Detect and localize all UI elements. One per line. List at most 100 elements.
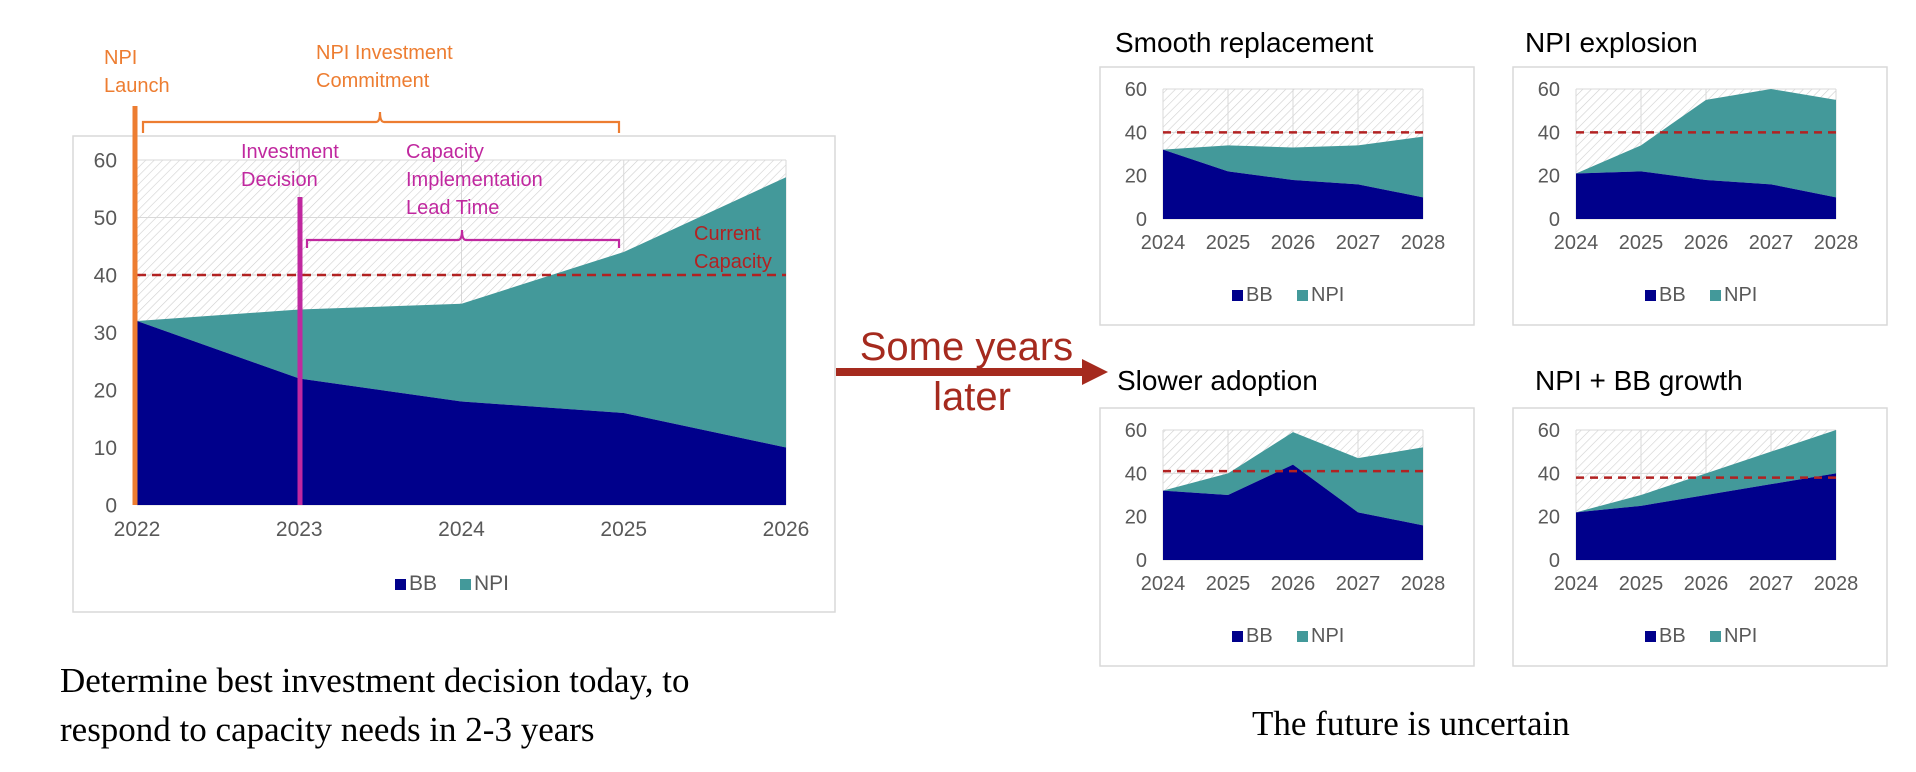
scenario-chart-1-ytick-label-1: 20 [1125,166,1147,188]
some-years-later-arrow: Some years later [836,325,1108,419]
scenario-chart-3-ytick-label-2: 40 [1125,463,1147,485]
lead-time-line-1: Capacity [406,141,484,163]
main-chart-legend: BB NPI [395,572,509,595]
scenario-chart-2-ytick-label-1: 20 [1538,166,1560,188]
main-chart-ytick-label-1: 10 [94,437,117,460]
scenario-chart-2-xtick-label-4: 2028 [1814,232,1859,254]
scenario-chart-3-ytick-label-3: 60 [1125,420,1147,442]
main-chart-xtick-label-4: 2026 [763,518,810,541]
scenario-chart-1-ytick-label-0: 0 [1136,209,1147,231]
scenario-chart-1-legend-label-bb: BB [1246,284,1273,306]
main-chart-npi-area [137,177,786,448]
main-chart-legend-swatch-bb [395,579,406,590]
npi-commitment-line-2: Commitment [316,70,430,92]
investment-decision-line-1: Investment [241,141,339,163]
scenario-chart-4-xtick-label-1: 2025 [1619,573,1664,595]
main-chart-legend-label-npi: NPI [474,572,509,595]
scenario-chart-2-ytick-label-2: 40 [1538,122,1560,144]
scenario-chart-1-legend-swatch-bb [1232,290,1243,301]
scenario-chart-2-ytick-label-3: 60 [1538,79,1560,101]
scenario-chart-4-xtick-label-4: 2028 [1814,573,1859,595]
scenario-chart-4-legend-label-bb: BB [1659,625,1686,647]
scenario-chart-3: Slower adoption 0 20 40 60 2024 2025 2026 2027 20… [1099,365,1475,667]
main-chart-ytick-label-0: 0 [105,494,117,517]
scenario-chart-3-legend-swatch-bb [1232,631,1243,642]
scenario-chart-1-legend-swatch-npi [1297,290,1308,301]
scenario-chart-3-xtick-label-0: 2024 [1141,573,1186,595]
main-chart-ytick-label-3: 30 [94,322,117,345]
main-chart-ytick-label-4: 40 [94,264,117,287]
scenario-chart-1-xtick-label-1: 2025 [1206,232,1251,254]
scenario-chart-2-legend-swatch-bb [1645,290,1656,301]
arrow-text: Some years later [860,325,1085,419]
scenario-chart-4-legend-label-npi: NPI [1724,625,1757,647]
investment-decision-line-2: Decision [241,169,318,191]
scenario-chart-4-xtick-label-2: 2026 [1684,573,1729,595]
scenario-chart-4-xtick-label-0: 2024 [1554,573,1599,595]
main-chart-legend-label-bb: BB [409,572,437,595]
scenario-chart-3-title: Slower adoption [1117,365,1318,396]
scenario-chart-1-xtick-label-2: 2026 [1271,232,1316,254]
npi-commitment-label: NPI Investment Commitment [316,42,458,92]
scenario-chart-4-legend-swatch-npi [1710,631,1721,642]
scenario-chart-2-legend-swatch-npi [1710,290,1721,301]
main-chart-ytick-label-5: 50 [94,207,117,230]
scenario-chart-3-bb-area [1163,464,1423,560]
scenario-chart-2-legend-label-npi: NPI [1724,284,1757,306]
scenario-chart-2-xtick-label-0: 2024 [1554,232,1599,254]
scenario-chart-1-legend-label-npi: NPI [1311,284,1344,306]
main-chart-legend-swatch-npi [460,579,471,590]
scenario-chart-3-xtick-label-4: 2028 [1401,573,1446,595]
scenario-chart-3-ytick-label-1: 20 [1125,507,1147,529]
scenario-chart-2-bb-area [1576,171,1836,219]
scenario-chart-1-bb-area [1163,149,1423,219]
arrow-head [1082,359,1108,385]
main-chart-xtick-label-2: 2024 [438,518,485,541]
main-plot-area: 0 10 20 30 40 50 60 2022 2023 2024 2025 2026 BB NPI [94,149,810,595]
main-chart-xtick-label-3: 2025 [600,518,647,541]
scenario-chart-3-legend: BB NPI [1232,625,1344,647]
npi-commitment-line-1: NPI Investment [316,42,453,64]
npi-launch-line-1: NPI [104,47,137,69]
scenario-chart-2-legend: BB NPI [1645,284,1757,306]
scenario-chart-1-ytick-label-3: 60 [1125,79,1147,101]
scenario-chart-4-ytick-label-1: 20 [1538,507,1560,529]
scenario-chart-2-title: NPI explosion [1525,27,1698,58]
scenario-chart-4-bb-area [1576,473,1836,560]
scenario-chart-1-xtick-label-3: 2027 [1336,232,1381,254]
scenario-chart-4-npi-area [1576,430,1836,513]
main-chart-ytick-label-2: 20 [94,379,117,402]
scenario-chart-3-npi-area [1163,432,1423,526]
right-caption: The future is uncertain [1252,704,1570,743]
scenario-chart-3-legend-swatch-npi [1297,631,1308,642]
npi-launch-line-2: Launch [104,75,170,97]
scenario-chart-3-legend-label-npi: NPI [1311,625,1344,647]
current-capacity-label: Current Capacity [694,223,772,273]
main-chart-xtick-label-1: 2023 [276,518,323,541]
main-chart-ytick-label-6: 60 [94,149,117,172]
scenario-chart-1-npi-area [1163,136,1423,198]
lead-time-line-3: Lead Time [406,197,499,219]
scenario-chart-2-ytick-label-0: 0 [1549,209,1560,231]
scenario-chart-2-legend-label-bb: BB [1659,284,1686,306]
scenario-chart-4-ytick-label-3: 60 [1538,420,1560,442]
current-capacity-line-1: Current [694,223,761,245]
scenario-chart-3-legend-label-bb: BB [1246,625,1273,647]
scenario-chart-1-title: Smooth replacement [1115,27,1374,58]
scenario-chart-4: NPI + BB growth 0 20 40 60 2024 2025 2026 2027 20… [1512,365,1888,667]
scenario-chart-2-xtick-label-2: 2026 [1684,232,1729,254]
scenario-chart-1-ytick-label-2: 40 [1125,122,1147,144]
current-capacity-line-2: Capacity [694,251,772,273]
scenario-chart-1-xtick-label-0: 2024 [1141,232,1186,254]
scenario-chart-3-xtick-label-1: 2025 [1206,573,1251,595]
investment-decision-label: Investment Decision [241,141,344,191]
lead-time-bracket [305,229,621,248]
left-caption: Determine best investment decision today… [60,661,698,749]
npi-launch-label: NPI Launch [104,47,170,97]
arrow-text-line-1: Some years [860,325,1073,369]
scenario-chart-4-title: NPI + BB growth [1535,365,1743,396]
scenario-chart-2-xtick-label-3: 2027 [1749,232,1794,254]
scenario-chart-1-legend: BB NPI [1232,284,1344,306]
